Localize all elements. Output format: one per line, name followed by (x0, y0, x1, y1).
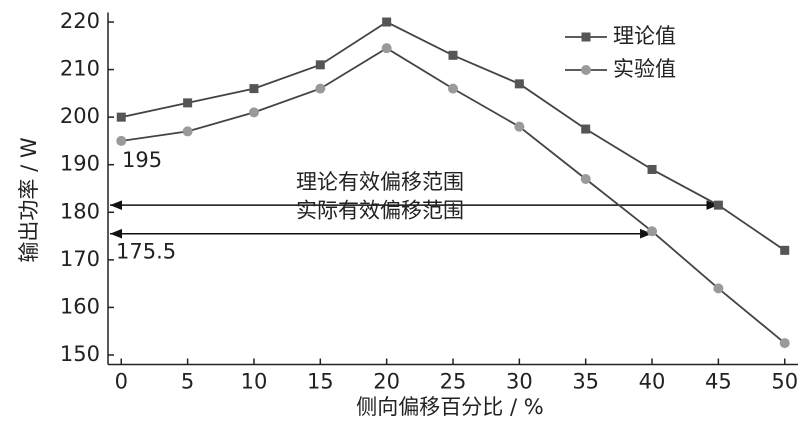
data-point (779, 338, 790, 349)
x-tick-label: 35 (572, 370, 599, 394)
x-tick-label: 0 (115, 370, 128, 394)
data-point (780, 245, 790, 255)
y-tick-label: 220 (60, 9, 100, 33)
x-tick-label: 30 (506, 370, 533, 394)
y-tick-label: 150 (60, 342, 100, 366)
y-tick-label: 170 (60, 247, 100, 271)
data-point (315, 83, 326, 94)
x-axis-label: 侧向偏移百分比 / % (356, 395, 543, 419)
data-point (514, 79, 524, 89)
annotation: 175.5 (116, 240, 176, 264)
legend-label: 理论值 (613, 24, 676, 48)
data-point (183, 98, 193, 108)
data-point (382, 17, 392, 27)
x-tick-label: 40 (639, 370, 666, 394)
y-axis-label: 输出功率 / W (17, 137, 41, 262)
data-point (116, 112, 126, 122)
data-point (647, 164, 657, 174)
data-point (713, 283, 724, 294)
data-point (514, 121, 525, 132)
annotation: 195 (122, 148, 162, 172)
legend-marker (581, 32, 591, 42)
y-tick-label: 200 (60, 104, 100, 128)
data-point (580, 173, 591, 184)
x-tick-label: 20 (373, 370, 400, 394)
data-point (448, 50, 458, 60)
data-point (182, 126, 193, 137)
x-tick-label: 50 (771, 370, 798, 394)
data-point (116, 135, 127, 146)
y-tick-label: 210 (60, 57, 100, 81)
data-point (315, 60, 325, 70)
x-tick-label: 45 (705, 370, 732, 394)
x-tick-label: 25 (440, 370, 467, 394)
x-tick-label: 15 (307, 370, 334, 394)
x-tick-label: 10 (241, 370, 268, 394)
y-tick-label: 190 (60, 152, 100, 176)
legend-marker (581, 65, 591, 75)
data-point (448, 83, 458, 94)
data-point (713, 200, 723, 210)
range-label: 理论有效偏移范围 (296, 170, 464, 194)
y-tick-label: 180 (60, 199, 100, 223)
y-tick-label: 160 (60, 294, 100, 318)
data-point (581, 124, 591, 134)
x-tick-label: 5 (181, 370, 194, 394)
data-point (647, 226, 658, 237)
data-point (249, 84, 259, 94)
range-label: 实际有效偏移范围 (296, 199, 464, 223)
data-point (248, 107, 259, 118)
data-point (381, 43, 392, 54)
legend-label: 实验值 (613, 57, 676, 81)
